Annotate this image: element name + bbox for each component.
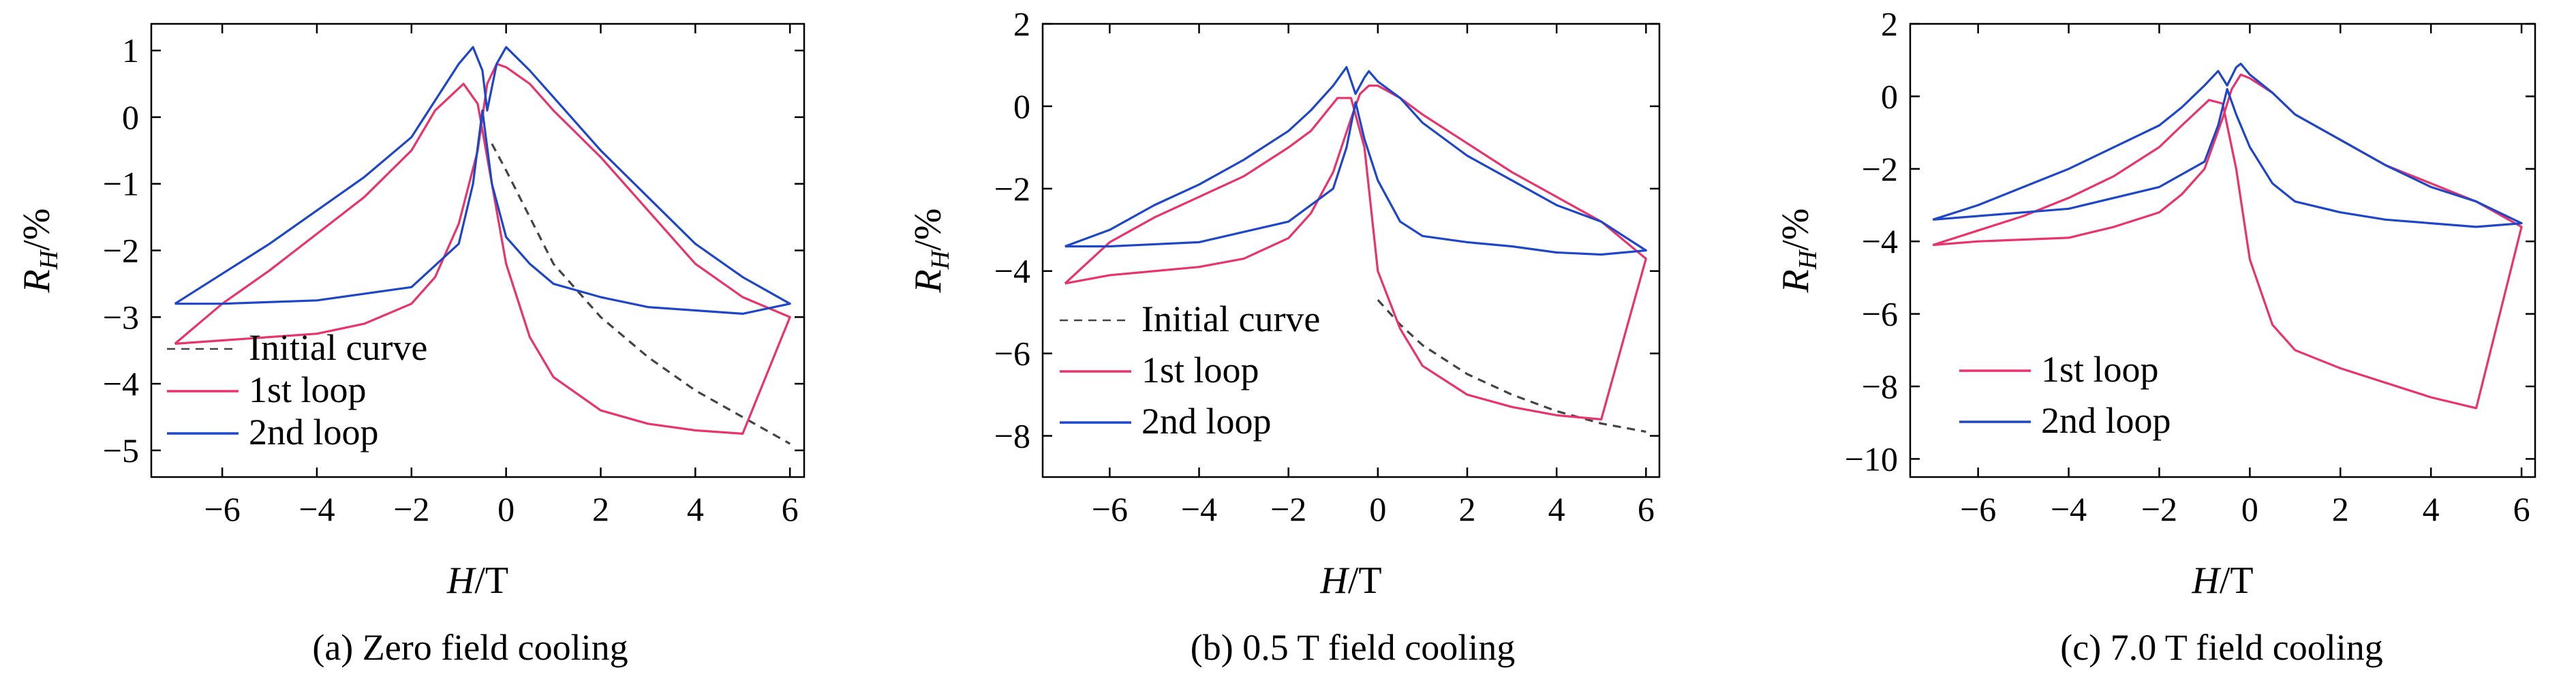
series-2nd-loop bbox=[1932, 62, 2523, 228]
x-tick-label: 6 bbox=[1638, 490, 1655, 528]
x-tick-label: −2 bbox=[393, 490, 429, 528]
legend: Initial curve 1st loop 2nd loop bbox=[1060, 298, 1320, 442]
y-axis-label: RH/% bbox=[16, 209, 63, 294]
x-tick-label: 4 bbox=[2423, 490, 2440, 528]
x-tick-label: 6 bbox=[782, 490, 799, 528]
legend-label: 1st loop bbox=[2041, 349, 2159, 390]
legend-label: 2nd loop bbox=[249, 412, 379, 453]
y-tick-label: 2 bbox=[1881, 5, 1898, 43]
y-tick-label: −6 bbox=[1862, 295, 1898, 333]
x-tick-label: −4 bbox=[2051, 490, 2087, 528]
y-tick-label: −10 bbox=[1845, 440, 1898, 478]
chart-panel-3: −6 −4 −2 0 2 4 6 −10 −8 −6 −4 −2 0 2 H/T RH/% (c) 7.0 T … bbox=[1775, 5, 2536, 668]
legend-label: 1st loop bbox=[249, 369, 367, 410]
y-axis-label: RH/% bbox=[1775, 209, 1822, 294]
x-tick-label: 4 bbox=[1548, 490, 1565, 528]
y-tick-label: 0 bbox=[1881, 77, 1898, 115]
x-tick-label: 2 bbox=[2332, 490, 2349, 528]
series-1st-loop bbox=[174, 63, 791, 435]
y-tick-label: −6 bbox=[994, 335, 1030, 373]
y-tick-label: −2 bbox=[994, 170, 1030, 208]
plot-frame bbox=[1909, 22, 2536, 478]
y-tick-label: 1 bbox=[122, 31, 139, 70]
chart-panel-2: −6 −4 −2 0 2 4 6 −8 −6 −4 −2 0 2 H/T RH/% (b) 0.5 T fie… bbox=[907, 5, 1661, 668]
series-initial-curve bbox=[491, 143, 791, 445]
panel-caption: (c) 7.0 T field cooling bbox=[2060, 627, 2382, 668]
x-axis-label: H/T bbox=[446, 560, 508, 602]
y-tick-label: −4 bbox=[103, 365, 139, 403]
legend-label: Initial curve bbox=[1141, 298, 1320, 339]
x-tick-label: 2 bbox=[1459, 490, 1476, 528]
y-tick-label: −8 bbox=[994, 417, 1030, 455]
x-axis-label: H/T bbox=[2191, 560, 2253, 602]
x-axis-label: H/T bbox=[1319, 560, 1381, 602]
legend-label: Initial curve bbox=[249, 327, 427, 368]
x-tick-label: 2 bbox=[592, 490, 609, 528]
series-initial-curve bbox=[1377, 298, 1646, 433]
series-2nd-loop bbox=[1064, 65, 1647, 256]
x-tick-label: 0 bbox=[2241, 490, 2258, 528]
series-2nd-loop bbox=[174, 46, 791, 315]
y-tick-label: −1 bbox=[103, 165, 139, 203]
x-tick-label: 4 bbox=[687, 490, 704, 528]
y-tick-label: −2 bbox=[1862, 150, 1898, 188]
series-1st-loop bbox=[1932, 73, 2523, 410]
legend-label: 2nd loop bbox=[2041, 400, 2171, 441]
y-tick-label: −4 bbox=[994, 252, 1030, 290]
panel-caption: (b) 0.5 T field cooling bbox=[1191, 627, 1515, 668]
y-axis-label: RH/% bbox=[907, 209, 955, 294]
x-tick-label: 6 bbox=[2513, 490, 2530, 528]
x-tick-label: −4 bbox=[1181, 490, 1217, 528]
panel-caption: (a) Zero field cooling bbox=[312, 627, 628, 668]
chart-panel-1: −6 −4 −2 0 2 4 6 −5 −4 −3 −2 −1 0 1 H/T RH/% (a) Zero fi… bbox=[16, 22, 806, 668]
x-tick-label: −4 bbox=[298, 490, 335, 528]
y-tick-label: 2 bbox=[1013, 5, 1030, 43]
x-tick-label: −6 bbox=[1092, 490, 1128, 528]
y-tick-label: 0 bbox=[1013, 87, 1030, 125]
y-tick-label: −3 bbox=[103, 298, 139, 336]
legend-label: 2nd loop bbox=[1141, 401, 1272, 442]
y-tick-label: −5 bbox=[103, 431, 139, 470]
y-tick-label: −8 bbox=[1862, 367, 1898, 405]
x-tick-label: 0 bbox=[497, 490, 515, 528]
legend: 1st loop 2nd loop bbox=[1959, 349, 2171, 441]
legend-label: 1st loop bbox=[1141, 350, 1259, 390]
x-tick-label: −2 bbox=[2141, 490, 2177, 528]
x-tick-label: −6 bbox=[1960, 490, 1996, 528]
x-tick-label: −2 bbox=[1270, 490, 1306, 528]
x-tick-label: −6 bbox=[204, 490, 241, 528]
y-tick-label: −2 bbox=[103, 232, 139, 270]
series-1st-loop bbox=[1064, 85, 1647, 420]
y-tick-label: −4 bbox=[1862, 222, 1898, 260]
x-tick-label: 0 bbox=[1369, 490, 1386, 528]
plot-frame bbox=[1041, 22, 1661, 478]
y-tick-label: 0 bbox=[122, 98, 139, 136]
